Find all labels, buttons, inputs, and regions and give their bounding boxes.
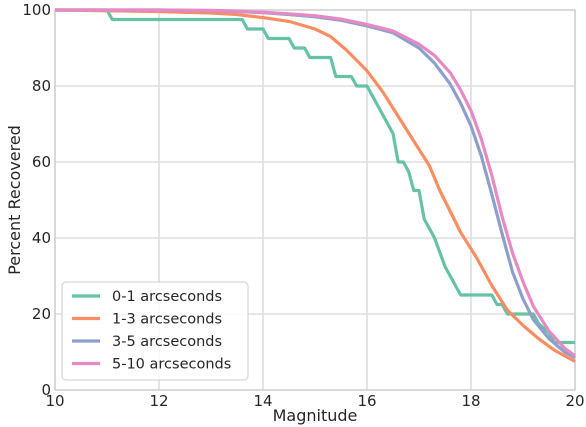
series-line-1 <box>55 8 575 345</box>
legend-label: 5-10 arcseconds <box>112 357 231 373</box>
x-tick-label: 10 <box>45 392 64 410</box>
y-tick-label: 40 <box>32 229 51 247</box>
legend: 0-1 arcseconds 1-3 arcseconds 3-5 arcsecon… <box>61 281 249 381</box>
x-axis-label: Magnitude <box>273 406 358 425</box>
x-tick-label: 20 <box>565 392 584 410</box>
y-tick-label: 80 <box>32 77 51 95</box>
y-tick-label: 0 <box>41 381 51 399</box>
series-line-2 <box>54 8 576 363</box>
legend-label: 3-5 arcseconds <box>112 334 222 350</box>
legend-label: 1-3 arcseconds <box>112 312 222 328</box>
series-line-4 <box>55 8 576 358</box>
legend-box <box>61 281 249 381</box>
legend-label: 0-1 arcseconds <box>112 289 222 305</box>
plot-frame <box>54 9 576 391</box>
x-tick-label: 14 <box>253 392 272 410</box>
series-lines <box>54 8 576 363</box>
y-tick-label: 60 <box>32 153 51 171</box>
y-tick-labels: 0 20 40 60 80 100 <box>22 1 51 399</box>
y-axis-label: Percent Recovered <box>5 125 24 275</box>
x-tick-label: 12 <box>149 392 168 410</box>
y-tick-label: 100 <box>22 1 51 19</box>
x-tick-label: 18 <box>461 392 480 410</box>
x-tick-label: 16 <box>357 392 376 410</box>
x-tick-labels: 10 12 14 16 18 20 <box>45 392 584 410</box>
y-tick-label: 20 <box>32 305 51 323</box>
